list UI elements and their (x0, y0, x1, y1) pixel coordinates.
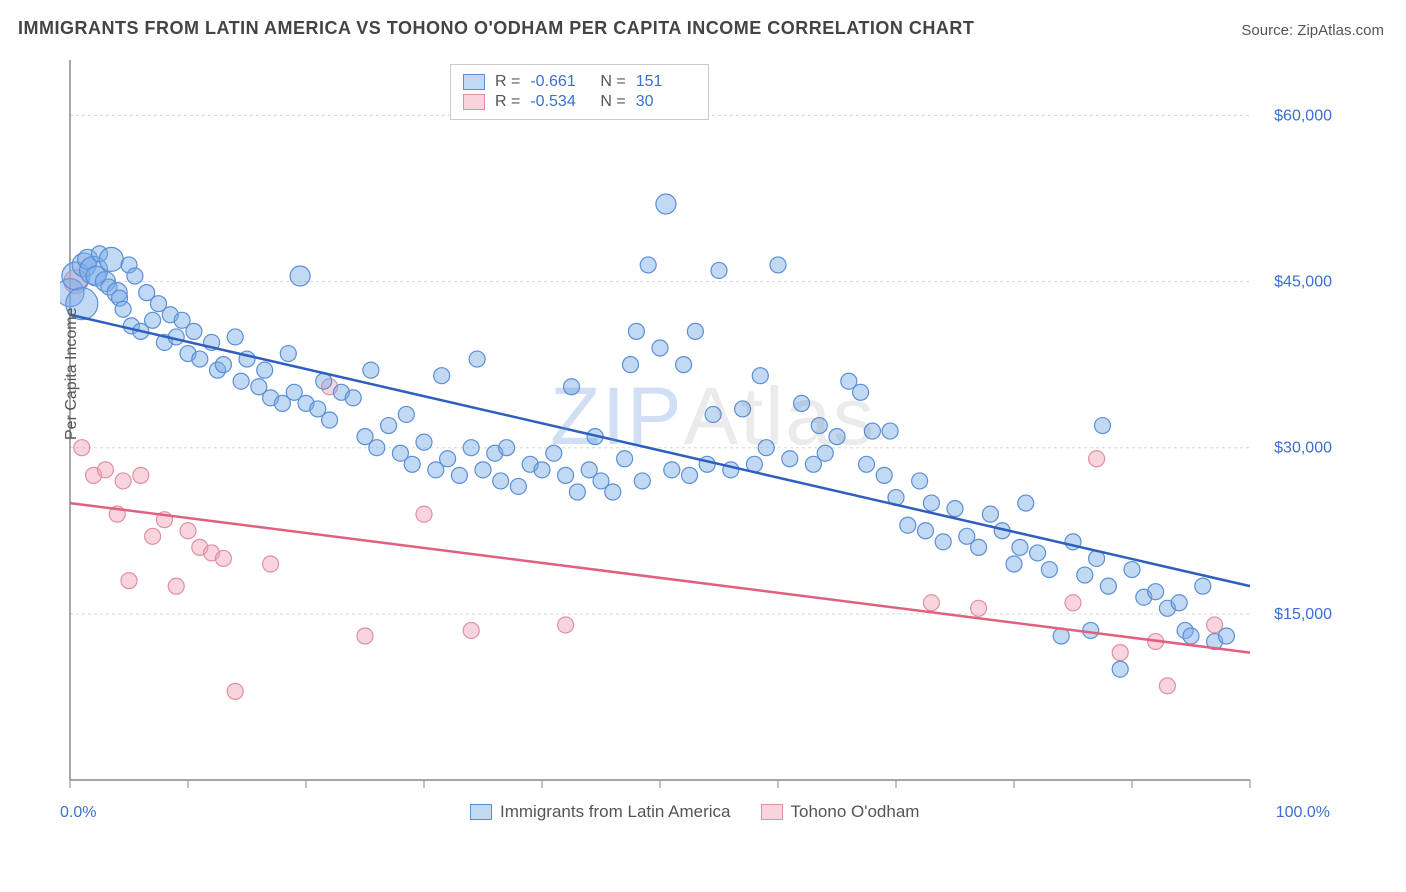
source-value: ZipAtlas.com (1297, 22, 1384, 39)
svg-text:$15,000: $15,000 (1274, 606, 1332, 623)
correlation-chart: IMMIGRANTS FROM LATIN AMERICA VS TOHONO … (0, 0, 1406, 892)
x-axis-max-label: 100.0% (1276, 804, 1330, 822)
legend-label-2: Tohono O'odham (791, 802, 920, 822)
x-axis-min-label: 0.0% (60, 804, 96, 822)
legend-r-value-2: -0.534 (530, 93, 590, 111)
plot-svg: $15,000 $30,000 $45,000 $60,000 (60, 60, 1340, 820)
legend-swatch-series1 (463, 74, 485, 90)
source-label: Source: (1241, 22, 1293, 39)
plot-area: $15,000$30,000$45,000$60,000 ZIPAtlas R … (60, 60, 1340, 820)
legend-r-value-1: -0.661 (530, 73, 590, 91)
legend-n-value-2: 30 (636, 93, 696, 111)
y-axis-label: Per Capita Income (63, 307, 81, 440)
legend-n-value-1: 151 (636, 73, 696, 91)
chart-title: IMMIGRANTS FROM LATIN AMERICA VS TOHONO … (18, 18, 974, 39)
legend-item-series1: Immigrants from Latin America (470, 802, 731, 822)
svg-text:$45,000: $45,000 (1274, 274, 1332, 291)
legend-swatch-bottom-1 (470, 804, 492, 820)
legend-label-1: Immigrants from Latin America (500, 802, 731, 822)
source-attribution: Source: ZipAtlas.com (1241, 22, 1384, 39)
svg-text:$30,000: $30,000 (1274, 440, 1332, 457)
legend-row-series2: R = -0.534 N = 30 (463, 93, 696, 111)
legend-n-label-2: N = (600, 93, 625, 111)
svg-text:$60,000: $60,000 (1274, 107, 1332, 124)
legend-swatch-series2 (463, 94, 485, 110)
legend-r-label-2: R = (495, 93, 520, 111)
correlation-legend: R = -0.661 N = 151 R = -0.534 N = 30 (450, 64, 709, 120)
legend-n-label: N = (600, 73, 625, 91)
legend-swatch-bottom-2 (761, 804, 783, 820)
legend-row-series1: R = -0.661 N = 151 (463, 73, 696, 91)
legend-r-label: R = (495, 73, 520, 91)
series-legend: Immigrants from Latin America Tohono O'o… (470, 802, 919, 822)
legend-item-series2: Tohono O'odham (761, 802, 920, 822)
